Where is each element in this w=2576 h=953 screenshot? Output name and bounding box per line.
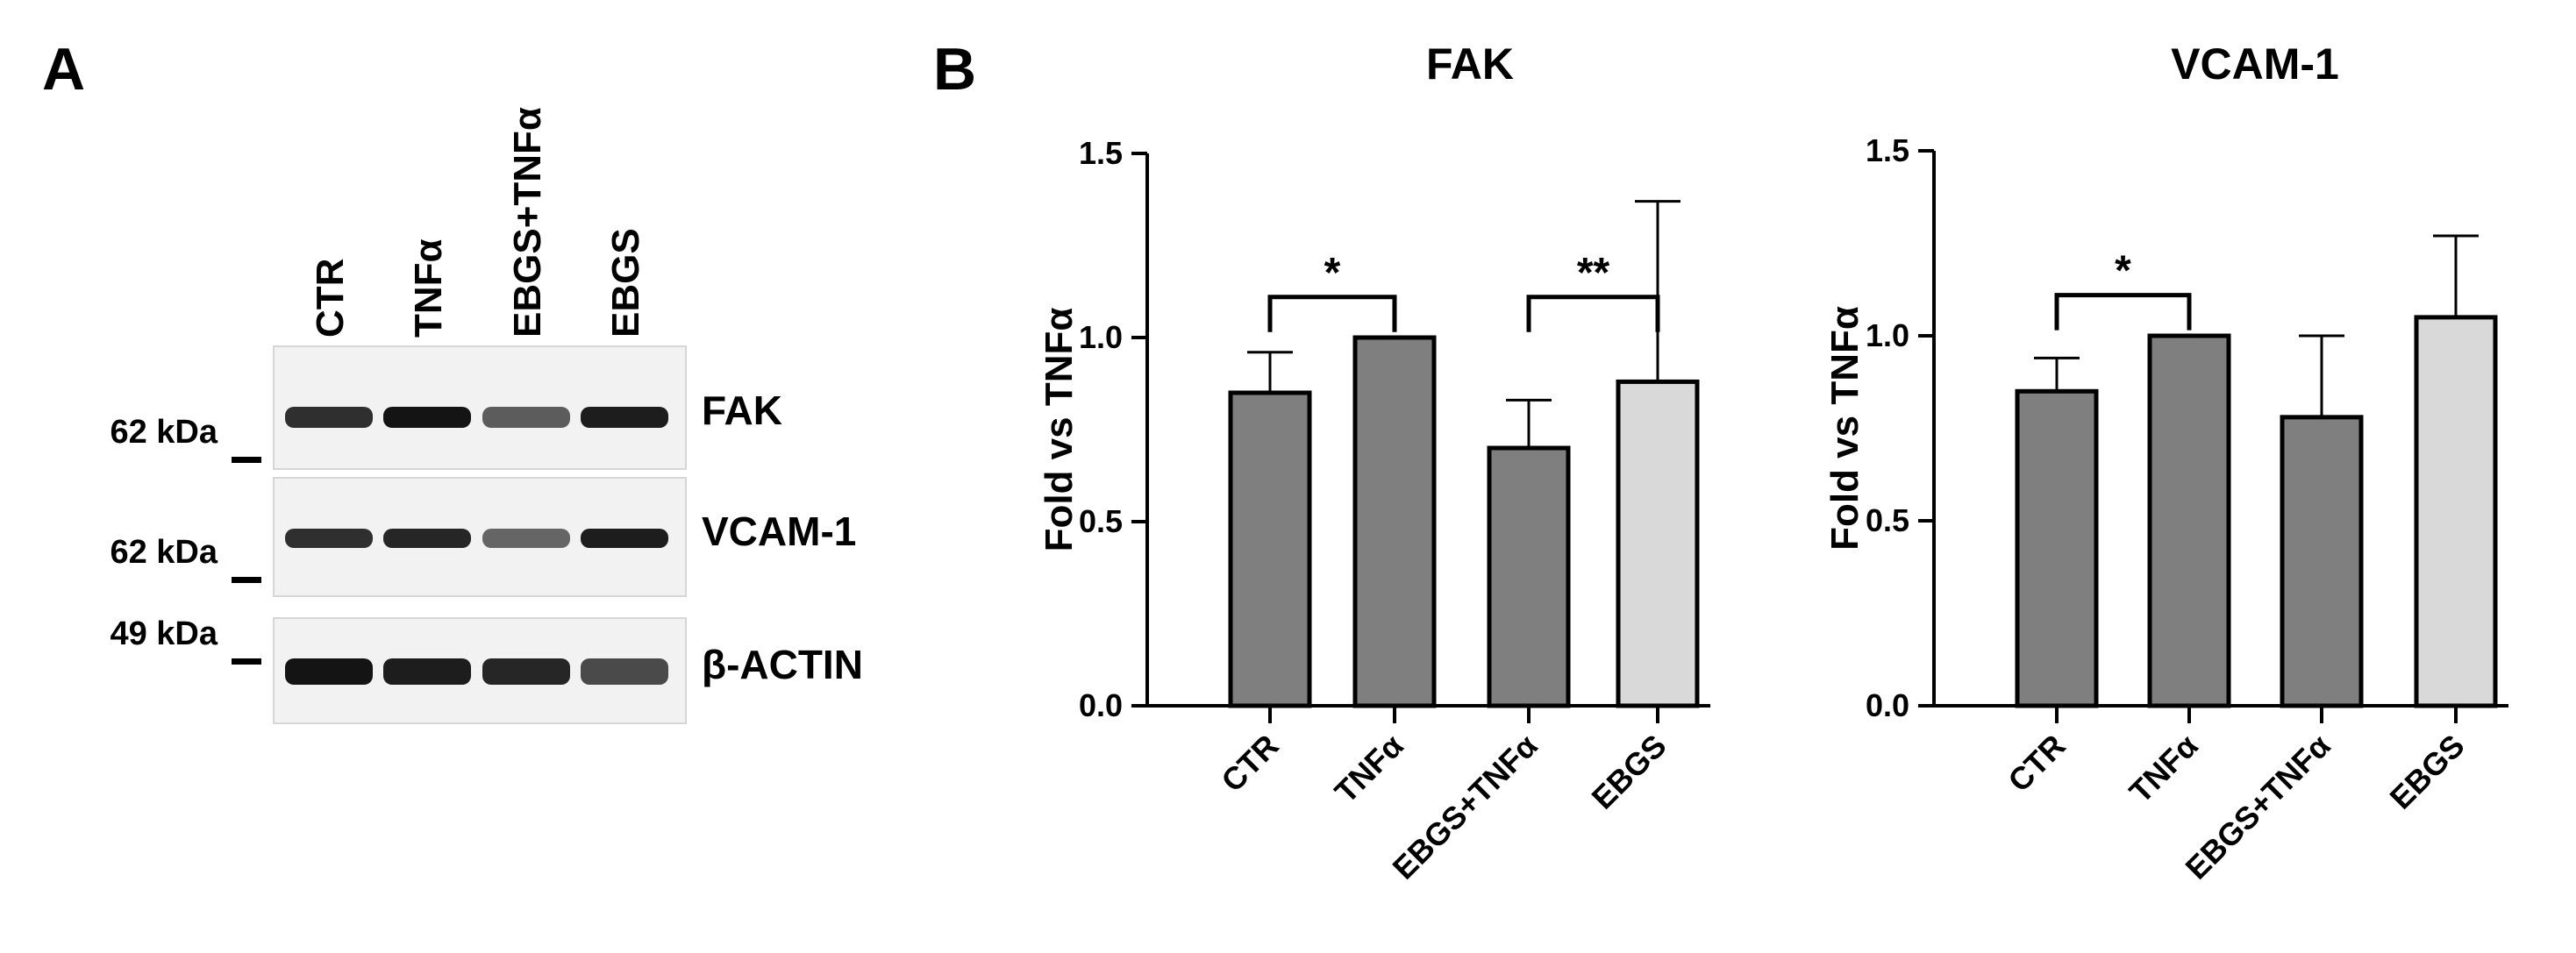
y-tick-label: 0.0 xyxy=(1079,687,1123,723)
lane-label: CTR xyxy=(309,259,352,338)
x-tick-label: CTR xyxy=(2001,728,2072,799)
significance-bracket xyxy=(1267,295,1397,332)
bar xyxy=(1616,379,1700,708)
x-tick-label: CTR xyxy=(1214,728,1285,799)
blot-band xyxy=(482,407,570,428)
y-tick-label: 1.0 xyxy=(1866,317,1909,353)
blot-band xyxy=(383,529,471,548)
blot-band xyxy=(285,407,373,428)
blot-band xyxy=(285,658,373,685)
y-tick-label: 1.5 xyxy=(1079,135,1123,171)
blot-band xyxy=(581,407,668,428)
x-tick-label: EBGS+TNFα xyxy=(1386,728,1545,886)
blot-band xyxy=(383,407,471,428)
fak-bar-chart: FAK Fold vs TNFα 0.0 0.5 1.0 1.5 CTR TNFαEBGS+T… xyxy=(1038,39,1710,886)
kda-label: 62 kDa xyxy=(110,414,218,451)
significance-label: ** xyxy=(1577,250,1610,296)
y-tick-label: 0.5 xyxy=(1079,503,1123,539)
y-tick-label: 1.5 xyxy=(1866,132,1909,168)
kda-label: 62 kDa xyxy=(110,534,218,571)
blot-band xyxy=(581,658,668,685)
chart-title: VCAM-1 xyxy=(2171,39,2339,89)
y-tick-label: 0.5 xyxy=(1866,502,1909,538)
protein-label: FAK xyxy=(702,388,782,433)
kda-marker xyxy=(232,457,261,463)
x-tick-label: TNFα xyxy=(2123,728,2205,810)
bar xyxy=(1352,335,1437,708)
vcam1-bar-chart: VCAM-1 Fold vs TNFα 0.0 0.5 1.0 1.5 CTR TNFα EBG… xyxy=(1823,39,2508,886)
bar xyxy=(1487,445,1571,708)
bar xyxy=(2280,415,2364,708)
y-axis-label: Fold vs TNFα xyxy=(1823,306,1866,551)
chart-title: FAK xyxy=(1426,39,1514,89)
significance-bracket xyxy=(1526,295,1660,332)
bar xyxy=(2015,388,2099,708)
western-blot-panel: CTR TNFα EBGS+TNFα EBGS FAK 62 kDa VCAM-1 62 kD… xyxy=(110,107,863,724)
x-tick-label: TNFα xyxy=(1328,728,1410,810)
lane-label: TNFα xyxy=(407,238,450,338)
kda-label: 49 kDa xyxy=(110,615,218,652)
panel-a-letter: A xyxy=(42,36,85,103)
bar xyxy=(2147,333,2231,708)
kda-marker xyxy=(232,658,261,665)
blot-band xyxy=(482,658,570,685)
panel-b-letter: B xyxy=(933,36,976,103)
x-tick-label: EBGS xyxy=(1585,728,1673,816)
bar xyxy=(1228,390,1312,708)
lane-label: EBGS xyxy=(604,228,647,338)
significance-label: * xyxy=(2115,248,2131,295)
lane-label: EBGS+TNFα xyxy=(506,107,549,338)
protein-label: β-ACTIN xyxy=(702,642,863,687)
protein-label: VCAM-1 xyxy=(702,509,856,554)
blot-band xyxy=(383,658,471,685)
blot-band xyxy=(285,529,373,548)
y-tick-label: 0.0 xyxy=(1866,687,1909,723)
y-tick-label: 1.0 xyxy=(1079,319,1123,355)
blot-band xyxy=(581,529,668,548)
x-tick-label: EBGS xyxy=(2383,728,2472,816)
kda-marker xyxy=(232,577,261,583)
significance-bracket xyxy=(2054,293,2192,331)
blot-band xyxy=(482,529,570,548)
bar xyxy=(2414,315,2498,708)
significance-label: * xyxy=(1324,250,1341,296)
y-axis-label: Fold vs TNFα xyxy=(1038,308,1081,552)
